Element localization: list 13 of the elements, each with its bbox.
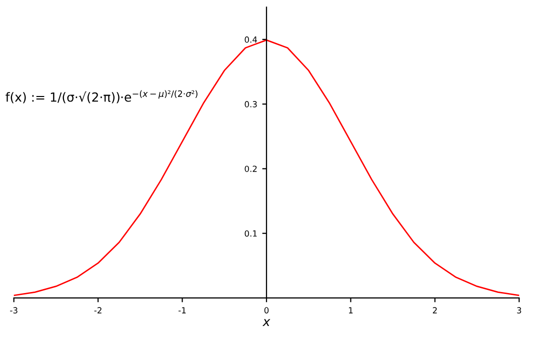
x-tick-label: -2 <box>94 307 102 314</box>
annotation: f(x) := 1/(σ·√(2·π))·e$^{−(x−μ)²/(2·σ²)}$ <box>6 90 198 104</box>
x-tick-label: 2 <box>432 307 437 314</box>
x-tick-label: 3 <box>517 307 522 314</box>
y-tick-label: 0.4 <box>244 36 258 43</box>
y-tick-label: 0.3 <box>244 101 257 108</box>
x-tick-label: -3 <box>10 307 18 314</box>
y-tick-label: 0.1 <box>244 230 257 237</box>
x-tick-label: 1 <box>348 307 353 314</box>
x-tick-label: 0 <box>264 307 269 314</box>
x-tick-label: -1 <box>178 307 186 314</box>
x-axis-title: x <box>262 319 270 326</box>
y-tick-label: 0.2 <box>244 166 257 172</box>
